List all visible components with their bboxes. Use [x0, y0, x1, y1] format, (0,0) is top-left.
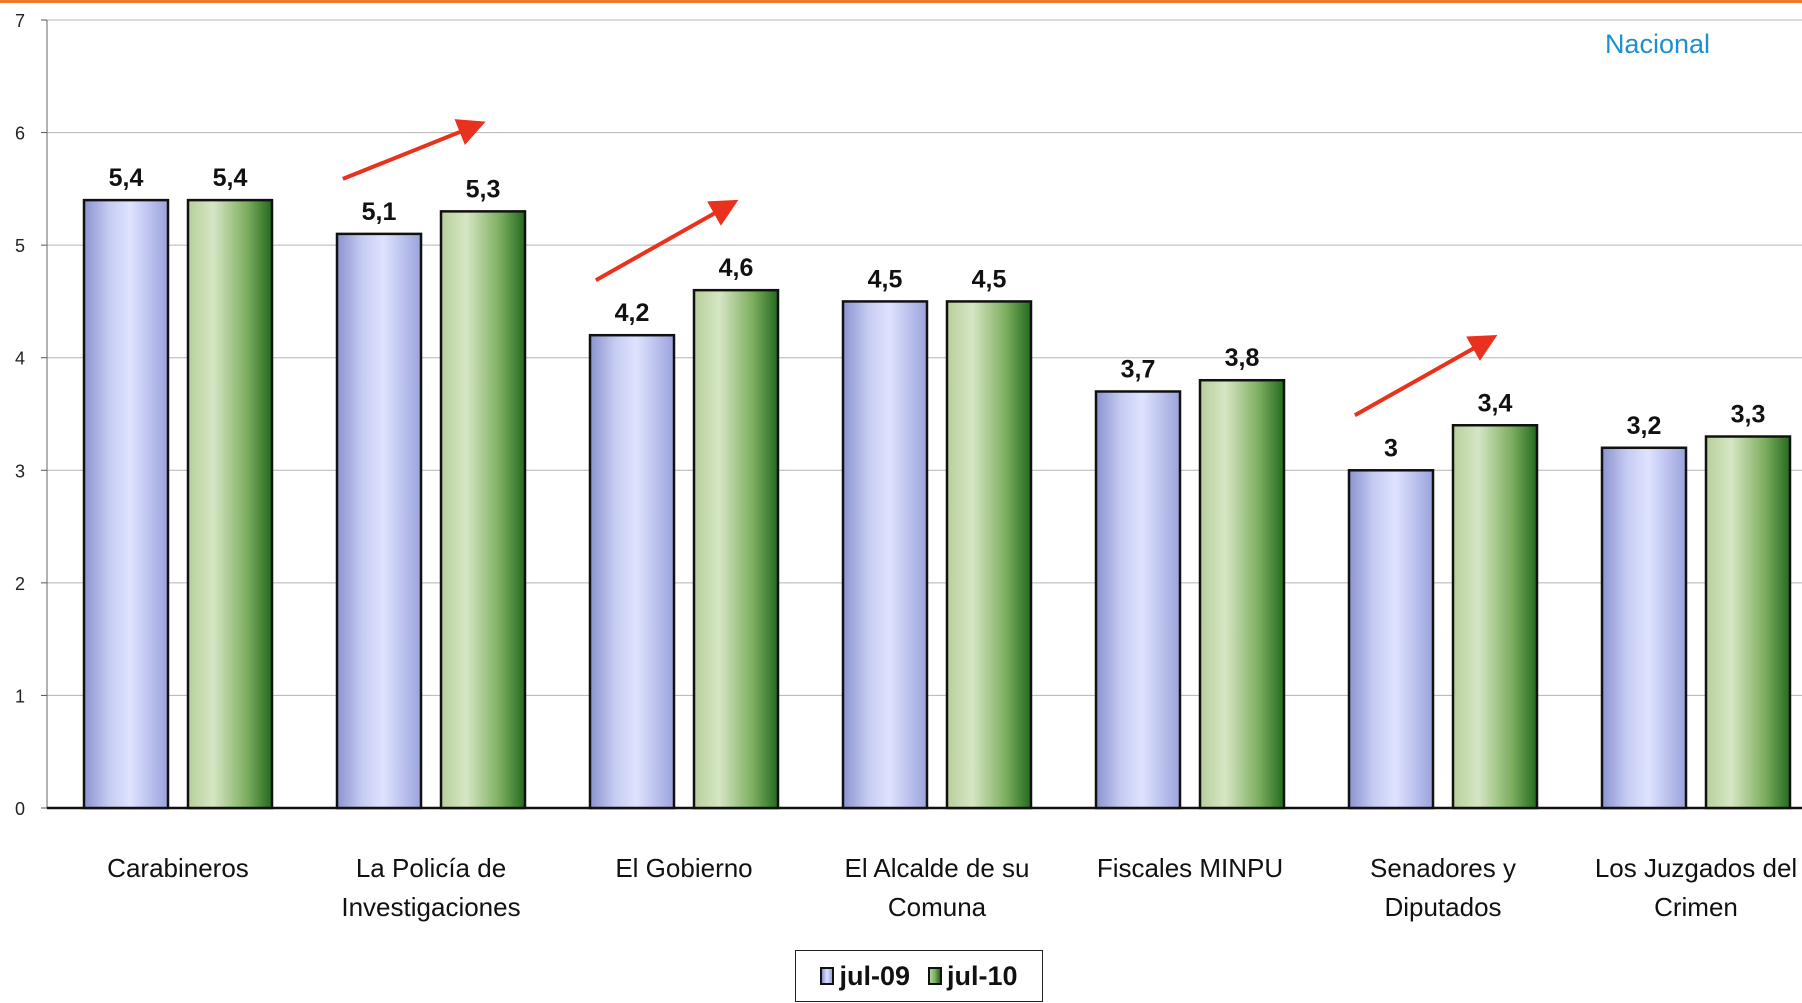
value-label-jul-10-3: 4,5 [972, 265, 1007, 293]
category-label-3-0: El Alcalde de su [844, 853, 1029, 883]
category-label-6-0: Los Juzgados del [1595, 853, 1797, 883]
value-label-jul-10-0: 5,4 [213, 164, 248, 192]
bar-jul-09-2 [588, 333, 676, 810]
category-label-5-1: Diputados [1384, 892, 1501, 922]
category-label-4-0: Fiscales MINPU [1097, 853, 1283, 883]
value-label-jul-09-5: 3 [1384, 434, 1398, 462]
category-label-2-0: El Gobierno [615, 853, 752, 883]
bar-jul-09-5 [1347, 469, 1435, 810]
bar-jul-10-4 [1198, 378, 1286, 810]
bar-jul-10-1 [439, 210, 527, 810]
bar-jul-10-5 [1451, 424, 1539, 810]
legend-label-jul-09: jul-09 [839, 960, 910, 991]
category-label-0-0: Carabineros [107, 853, 249, 883]
y-tick-label-0: 0 [15, 799, 25, 819]
value-label-jul-10-2: 4,6 [719, 254, 754, 282]
y-tick-label-6: 6 [15, 124, 25, 144]
value-label-jul-10-5: 3,4 [1478, 389, 1513, 417]
category-label-5-0: Senadores y [1370, 853, 1516, 883]
trend-arrow-icon-2 [594, 199, 739, 282]
value-label-jul-10-1: 5,3 [466, 175, 501, 203]
value-label-jul-10-4: 3,8 [1225, 344, 1260, 372]
value-label-jul-09-1: 5,1 [362, 198, 397, 226]
y-tick-label-1: 1 [15, 686, 25, 706]
value-label-jul-09-3: 4,5 [868, 265, 903, 293]
bar-jul-10-6 [1704, 435, 1792, 810]
value-label-jul-10-6: 3,3 [1731, 401, 1766, 429]
legend-swatch-jul-09-icon [820, 967, 835, 985]
region-label: Nacional [1605, 29, 1710, 59]
legend: jul-09 jul-10 [795, 950, 1043, 1002]
bar-jul-09-1 [335, 232, 423, 810]
y-tick-label-3: 3 [15, 461, 25, 481]
trend-arrow-icon-1 [342, 119, 486, 181]
bar-jul-09-0 [82, 198, 170, 810]
y-tick-label-4: 4 [15, 349, 25, 369]
y-tick-label-5: 5 [15, 236, 25, 256]
y-tick-label-7: 7 [15, 11, 25, 31]
value-label-jul-09-6: 3,2 [1627, 412, 1662, 440]
legend-item-jul-10: jul-10 [928, 961, 1018, 992]
bar-jul-10-3 [945, 300, 1033, 810]
legend-swatch-jul-10-icon [928, 967, 942, 985]
category-label-3-1: Comuna [888, 892, 987, 922]
value-label-jul-09-0: 5,4 [109, 164, 144, 192]
value-label-jul-09-2: 4,2 [615, 299, 650, 327]
bar-jul-09-3 [841, 300, 929, 810]
category-label-6-1: Crimen [1654, 892, 1738, 922]
trend-arrow-icon-5 [1353, 334, 1498, 418]
bar-jul-09-6 [1600, 446, 1688, 810]
value-label-jul-09-4: 3,7 [1121, 355, 1156, 383]
bar-jul-10-0 [186, 198, 274, 810]
bar-jul-09-4 [1094, 390, 1182, 810]
legend-label-jul-10: jul-10 [947, 960, 1018, 991]
legend-item-jul-09: jul-09 [820, 961, 910, 992]
category-label-1-1: Investigaciones [341, 892, 520, 922]
y-tick-label-2: 2 [15, 574, 25, 594]
top-accent-rule [0, 0, 1802, 3]
bar-jul-10-2 [692, 288, 780, 810]
category-label-1-0: La Policía de [356, 853, 506, 883]
